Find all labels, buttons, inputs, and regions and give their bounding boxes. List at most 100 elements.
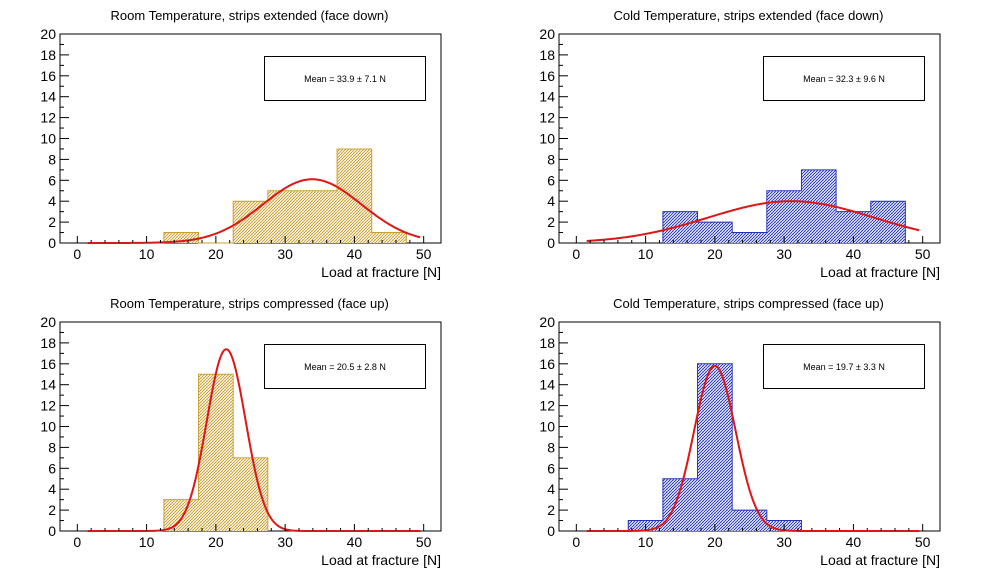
y-tick-label: 8 — [547, 151, 555, 167]
y-tick-label: 18 — [40, 47, 56, 63]
y-tick-label: 2 — [547, 214, 555, 230]
y-tick-label: 14 — [539, 89, 555, 105]
y-tick-label: 10 — [539, 131, 555, 147]
legend-mean-text: Mean = 20.5 ± 2.8 N — [304, 361, 386, 372]
legend-mean-text: Mean = 33.9 ± 7.1 N — [304, 73, 386, 84]
y-tick-label: 8 — [547, 439, 555, 455]
histogram-bar — [163, 499, 199, 531]
y-tick-label: 20 — [40, 314, 56, 330]
x-tick-label: 40 — [347, 246, 363, 262]
x-tick-label: 10 — [139, 246, 155, 262]
y-tick-label: 16 — [539, 68, 555, 84]
panel-cold-extended: Cold Temperature, strips extended (face … — [499, 0, 998, 287]
x-tick-label: 30 — [277, 534, 293, 550]
x-tick-label: 40 — [846, 246, 862, 262]
y-tick-label: 10 — [40, 131, 56, 147]
y-tick-label: 14 — [539, 377, 555, 393]
x-tick-label: 0 — [73, 534, 81, 550]
x-axis-label: Load at fracture [N] — [321, 552, 441, 568]
chart-plot: 0 2 4 6 8 10 12 14 16 18 20 0 10 20 30 40 50 — [40, 314, 442, 550]
legend-box: Mean = 20.5 ± 2.8 N — [264, 344, 426, 389]
histogram-outline — [662, 169, 906, 243]
y-tick-label: 12 — [539, 110, 555, 126]
x-tick-label: 30 — [277, 246, 293, 262]
y-tick-label: 0 — [48, 523, 56, 539]
histogram-bar — [697, 222, 733, 243]
x-tick-label: 30 — [776, 534, 792, 550]
x-tick-label: 50 — [915, 246, 931, 262]
histogram-bar — [302, 190, 338, 243]
legend-mean-text: Mean = 32.3 ± 9.6 N — [803, 73, 885, 84]
y-tick-label: 6 — [48, 172, 56, 188]
histogram-bar — [371, 232, 407, 243]
x-tick-label: 50 — [915, 534, 931, 550]
histogram-bar — [732, 510, 767, 531]
y-tick-label: 0 — [547, 523, 555, 539]
histogram-bar — [163, 232, 199, 243]
y-tick-label: 6 — [547, 172, 555, 188]
x-tick-label: 10 — [139, 534, 155, 550]
x-tick-label: 20 — [707, 534, 723, 550]
legend-box: Mean = 33.9 ± 7.1 N — [264, 56, 426, 101]
histogram-bar — [766, 190, 802, 243]
y-tick-label: 12 — [40, 110, 56, 126]
x-tick-label: 0 — [73, 246, 81, 262]
y-tick-label: 8 — [48, 439, 56, 455]
legend-box: Mean = 19.7 ± 3.3 N — [763, 344, 925, 389]
histogram-outline — [163, 148, 407, 244]
chart-title: Room Temperature, strips compressed (fac… — [110, 296, 389, 311]
y-tick-label: 6 — [547, 460, 555, 476]
histogram-bar — [732, 232, 767, 243]
y-tick-label: 18 — [539, 47, 555, 63]
histogram-outline — [627, 363, 802, 531]
y-tick-label: 14 — [40, 377, 56, 393]
panel-room-compressed: Room Temperature, strips compressed (fac… — [0, 288, 499, 575]
histogram-bar — [662, 211, 698, 243]
y-tick-label: 2 — [48, 214, 56, 230]
panel-room-extended: Room Temperature, strips extended (face … — [0, 0, 499, 287]
x-tick-label: 10 — [638, 534, 654, 550]
y-tick-label: 10 — [539, 419, 555, 435]
histogram-bar — [233, 457, 268, 531]
chart-title: Cold Temperature, strips extended (face … — [613, 8, 884, 23]
gaussian-fit-curve — [87, 348, 421, 532]
histogram-bar — [337, 148, 372, 243]
y-tick-label: 0 — [48, 235, 56, 251]
gaussian-fit-curve — [586, 364, 920, 532]
x-tick-label: 30 — [776, 246, 792, 262]
x-axis-label: Load at fracture [N] — [820, 552, 940, 568]
y-tick-label: 16 — [40, 68, 56, 84]
x-tick-label: 20 — [208, 246, 224, 262]
y-tick-label: 4 — [547, 481, 555, 497]
y-tick-label: 20 — [539, 314, 555, 330]
y-tick-label: 2 — [547, 502, 555, 518]
x-tick-label: 10 — [638, 246, 654, 262]
legend-box: Mean = 32.3 ± 9.6 N — [763, 56, 925, 101]
y-tick-label: 12 — [539, 398, 555, 414]
y-tick-label: 6 — [48, 460, 56, 476]
chart-title: Cold Temperature, strips compressed (fac… — [613, 296, 884, 311]
panel-cold-compressed: Cold Temperature, strips compressed (fac… — [499, 288, 998, 575]
y-tick-label: 0 — [547, 235, 555, 251]
chart-plot: 0 2 4 6 8 10 12 14 16 18 20 0 10 20 30 40 50 — [539, 314, 941, 550]
chart-plot: 0 2 4 6 8 10 12 14 16 18 20 0 10 20 30 40 50 — [40, 26, 442, 262]
y-tick-label: 16 — [40, 356, 56, 372]
x-tick-label: 0 — [572, 246, 580, 262]
y-tick-label: 20 — [539, 26, 555, 42]
x-tick-label: 40 — [846, 534, 862, 550]
x-axis-label: Load at fracture [N] — [321, 264, 441, 280]
y-tick-label: 4 — [48, 193, 56, 209]
y-tick-label: 18 — [539, 335, 555, 351]
gaussian-fit-curve — [87, 178, 421, 244]
y-tick-label: 14 — [40, 89, 56, 105]
x-tick-label: 40 — [347, 534, 363, 550]
y-tick-label: 20 — [40, 26, 56, 42]
histogram-bar — [198, 374, 234, 531]
x-tick-label: 20 — [208, 534, 224, 550]
y-tick-label: 4 — [547, 193, 555, 209]
y-tick-label: 2 — [48, 502, 56, 518]
y-tick-label: 8 — [48, 151, 56, 167]
legend-mean-text: Mean = 19.7 ± 3.3 N — [803, 361, 885, 372]
gaussian-fit-curve — [586, 200, 920, 242]
y-tick-label: 18 — [40, 335, 56, 351]
